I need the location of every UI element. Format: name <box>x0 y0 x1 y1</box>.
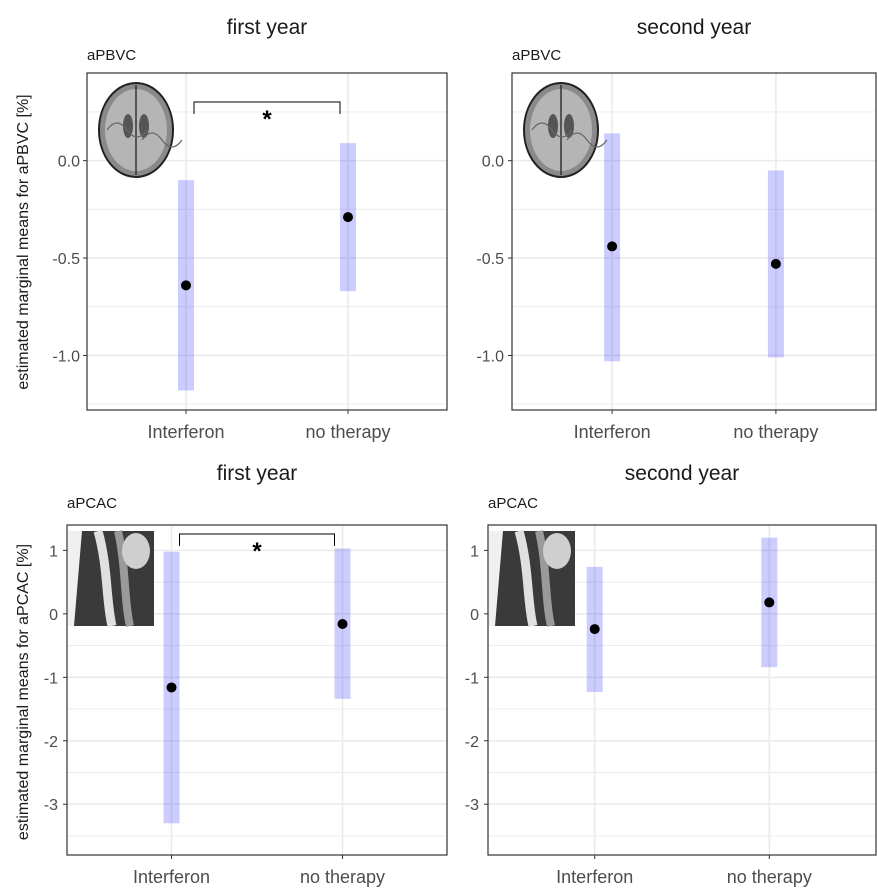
x-tick-label: no therapy <box>727 867 812 887</box>
y-tick-label: -1 <box>44 670 58 687</box>
panel-title: first year <box>227 16 308 39</box>
y-tick-label: 0.0 <box>482 154 504 171</box>
y-tick-label: -1.0 <box>476 348 504 365</box>
panel-border <box>86 72 448 411</box>
panel-subtitle: aPBVC <box>512 47 561 64</box>
estimate-point <box>337 619 348 629</box>
brain-axial-mri-icon <box>523 82 608 178</box>
brain-axial-mri-icon <box>98 82 183 178</box>
y-axis-title-bottom: estimated marginal means for aPCAC [%] <box>15 544 32 840</box>
y-tick-label: -3 <box>465 797 479 814</box>
spine-edge <box>489 531 503 626</box>
y-axis-label-top: estimated marginal means for aPBVC [%] <box>15 94 32 389</box>
y-tick-label: 0 <box>470 607 479 624</box>
cerebellum <box>122 533 150 569</box>
panel-border <box>511 72 877 411</box>
y-tick-label: -2 <box>465 734 479 751</box>
y-axis-title-top: estimated marginal means for aPBVC [%] <box>15 94 32 389</box>
y-tick-label: -0.5 <box>476 251 504 268</box>
chart-panel: 0.0 -0.5 -1.0 Interferon no therapy first yea… <box>52 16 448 442</box>
panel-title: second year <box>637 16 751 39</box>
significance-bracket <box>193 101 341 114</box>
panel-subtitle: aPCAC <box>488 495 538 512</box>
cerebellum <box>543 533 571 569</box>
panel-title: first year <box>217 462 298 485</box>
brain-ventricle-right <box>139 114 149 138</box>
y-tick-label: 0.0 <box>58 154 80 171</box>
estimate-point <box>343 212 353 223</box>
vertebral-column <box>535 530 555 627</box>
panel-border <box>487 524 877 856</box>
estimate-point <box>764 597 775 608</box>
chart-panel: 0.0 -0.5 -1.0 Interferon no therapy second ye… <box>476 16 877 442</box>
y-axis-label-bottom: estimated marginal means for aPCAC [%] <box>15 544 32 840</box>
panels: 0.0 -0.5 -1.0 Interferon no therapy first yea… <box>44 16 877 887</box>
y-tick-label: -2 <box>44 734 58 751</box>
estimate-point <box>181 280 191 291</box>
y-tick-label: -1.0 <box>52 348 80 365</box>
cervical-spine-mri-icon <box>489 529 575 628</box>
significance-star: * <box>262 106 272 133</box>
brain-ventricle-right <box>564 114 574 138</box>
estimate-point <box>589 624 600 635</box>
panel-border <box>66 524 448 856</box>
brain-ventricle-left <box>548 114 558 138</box>
x-tick-label: no therapy <box>300 867 385 887</box>
x-tick-label: no therapy <box>733 422 818 442</box>
spinal-cord <box>93 529 117 628</box>
panel-title: second year <box>625 462 739 485</box>
brain-gyri-left <box>531 122 573 138</box>
y-tick-label: -3 <box>44 797 58 814</box>
significance-bracket <box>179 533 335 546</box>
brain-gyri-right <box>566 132 608 148</box>
x-tick-label: no therapy <box>305 422 390 442</box>
x-tick-label: Interferon <box>133 867 210 887</box>
chart-panel: 1 0 -1 -2 -3 Interferon no therapy first year aP… <box>44 462 448 887</box>
estimate-point <box>770 258 781 269</box>
y-tick-label: 1 <box>49 543 58 560</box>
estimate-point <box>607 241 618 252</box>
cervical-spine-mri-icon <box>68 529 154 628</box>
x-tick-label: Interferon <box>574 422 651 442</box>
significance-star: * <box>252 538 262 565</box>
x-tick-label: Interferon <box>147 422 224 442</box>
panel-subtitle: aPBVC <box>87 47 136 64</box>
chart-panel: 1 0 -1 -2 -3 Interferon no therapy second year a… <box>465 462 877 887</box>
vertebral-column <box>114 530 134 627</box>
y-tick-label: -1 <box>465 670 479 687</box>
brain-gyri-right <box>141 132 183 148</box>
panel-subtitle: aPCAC <box>67 495 117 512</box>
estimate-point <box>166 682 177 693</box>
brain-ventricle-left <box>123 114 133 138</box>
x-tick-label: Interferon <box>556 867 633 887</box>
y-tick-label: 0 <box>49 607 58 624</box>
spine-edge <box>68 531 82 626</box>
brain-gyri-left <box>106 122 148 138</box>
y-tick-label: 1 <box>470 543 479 560</box>
spinal-cord <box>514 529 538 628</box>
y-tick-label: -0.5 <box>52 251 80 268</box>
